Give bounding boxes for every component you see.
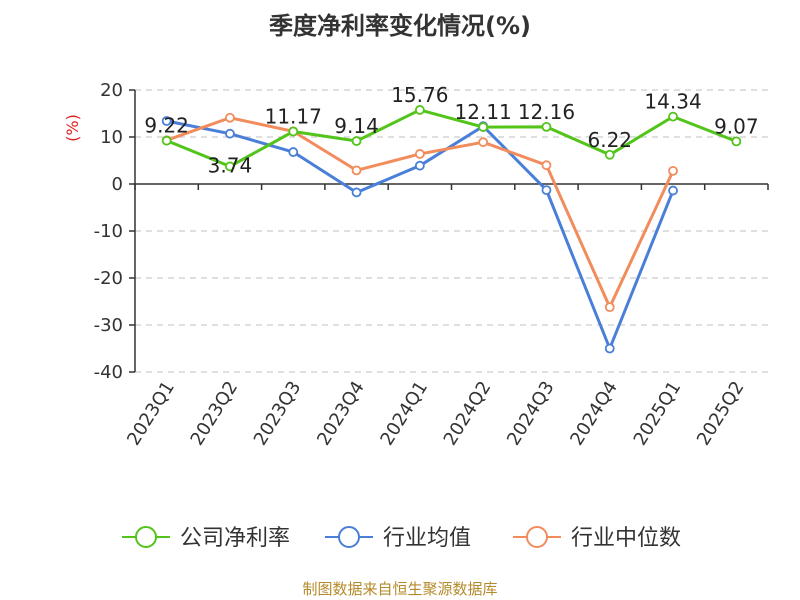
data-point <box>225 128 235 139</box>
legend-label: 行业中位数 <box>571 526 681 551</box>
data-point <box>351 165 362 176</box>
data-point <box>351 136 362 146</box>
data-label: 14.34 <box>644 90 701 114</box>
data-point <box>288 126 299 137</box>
y-tick-label: 0 <box>112 174 123 195</box>
data-label: 15.76 <box>391 83 448 107</box>
x-tick-label: 2023Q2 <box>187 378 243 450</box>
series-line <box>166 108 737 168</box>
chart-title: 季度净利率变化情况(%) <box>269 12 531 40</box>
y-tick-label: -10 <box>94 221 123 242</box>
y-axis-label: (%) <box>63 114 82 142</box>
y-tick-label: 10 <box>100 127 123 148</box>
legend-marker <box>526 526 548 548</box>
data-label: 6.22 <box>587 128 632 152</box>
y-tick-label: -30 <box>94 315 123 336</box>
data-point <box>225 112 235 123</box>
data-point <box>478 122 489 132</box>
data-label: 12.11 <box>455 100 512 124</box>
data-label: 9.07 <box>714 114 759 138</box>
x-tick-label: 2024Q4 <box>566 378 622 450</box>
legend-label: 公司净利率 <box>180 526 290 551</box>
x-tick-label: 2024Q1 <box>376 378 432 450</box>
x-tick-label: 2024Q2 <box>440 378 496 450</box>
x-tick-label: 2025Q2 <box>693 378 749 450</box>
data-label: 3.74 <box>208 153 253 177</box>
x-tick-label: 2025Q1 <box>630 378 686 450</box>
data-point <box>161 116 172 126</box>
data-point <box>668 185 678 196</box>
data-point <box>288 147 299 157</box>
data-point <box>604 302 615 313</box>
data-point <box>541 121 552 132</box>
data-label: 11.17 <box>265 105 322 129</box>
legend-label: 行业均值 <box>383 526 471 551</box>
data-point <box>668 111 678 122</box>
data-point <box>351 187 362 198</box>
x-tick-label: 2024Q3 <box>503 378 559 450</box>
y-tick-label: -40 <box>94 362 123 383</box>
data-point <box>604 149 615 160</box>
data-point <box>161 135 172 146</box>
data-point <box>225 161 235 172</box>
x-tick-label: 2023Q1 <box>123 378 179 450</box>
legend-marker <box>338 526 360 548</box>
data-point <box>414 160 425 171</box>
y-tick-label: 20 <box>100 80 123 101</box>
data-point <box>668 165 678 176</box>
data-point <box>604 343 615 354</box>
x-tick-label: 2023Q4 <box>313 378 369 450</box>
data-point <box>541 185 552 196</box>
data-point <box>414 149 425 159</box>
y-tick-label: -20 <box>94 268 123 289</box>
x-tick-label: 2023Q3 <box>250 378 306 450</box>
data-point <box>541 160 552 171</box>
data-label: 9.22 <box>144 114 189 138</box>
source-note: 制图数据来自恒生聚源数据库 <box>302 580 498 598</box>
data-point <box>414 105 425 115</box>
data-label: 9.14 <box>334 114 379 138</box>
data-point <box>731 136 742 147</box>
data-point <box>478 137 489 148</box>
data-label: 12.16 <box>518 100 575 124</box>
legend-marker <box>135 526 157 548</box>
